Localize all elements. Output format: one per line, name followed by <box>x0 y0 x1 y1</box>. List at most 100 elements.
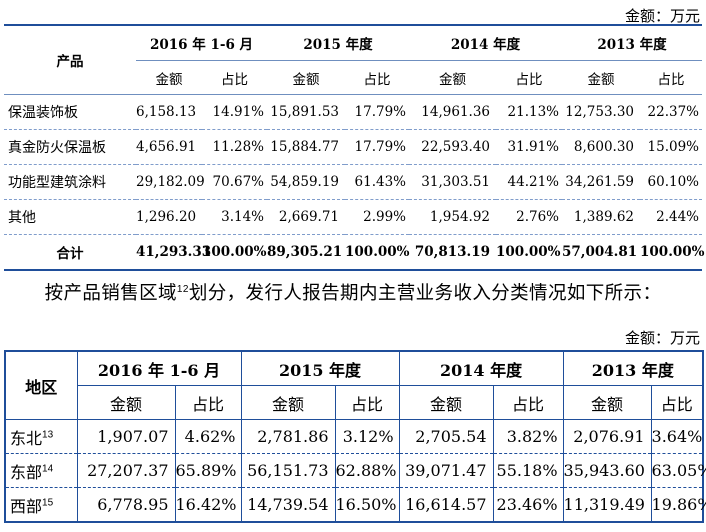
amount-cell: 4,656.91 <box>136 129 202 165</box>
amount-cell: 29,182.09 <box>136 164 205 200</box>
footnote-ref: 15 <box>42 497 54 509</box>
product-name: 保温装饰板 <box>4 94 136 130</box>
amount-cell: 89,305.21 <box>267 234 346 271</box>
ratio-cell: 3.14% <box>202 199 268 235</box>
ratio-cell: 14.91% <box>202 94 268 130</box>
table1-unit: 金额：万元 <box>624 7 700 25</box>
amount-cell: 8,600.30 <box>562 129 641 165</box>
ratio-subheader: 占比 <box>202 60 268 95</box>
amount-cell: 11,319.49 <box>563 487 652 522</box>
amount-subheader: 金额 <box>136 60 202 95</box>
ratio-cell: 100.00% <box>345 234 410 271</box>
ratio-cell: 11.28% <box>202 129 268 165</box>
ratio-subheader: 占比 <box>496 60 563 95</box>
table-row: 东部14 27,207.37 65.89% 56,151.73 62.88% 3… <box>5 453 706 488</box>
amount-cell: 56,151.73 <box>241 453 336 488</box>
amount-cell: 15,884.77 <box>267 129 346 165</box>
ratio-cell: 60.10% <box>640 164 703 200</box>
amount-subheader: 金额 <box>562 60 641 95</box>
ratio-cell: 65.89% <box>175 453 242 488</box>
amount-cell: 41,293.33 <box>136 234 211 271</box>
region-name: 东北13 <box>5 419 78 454</box>
total-row: 合计 41,293.33 100.00% 89,305.21 100.00% 7… <box>4 234 705 271</box>
footnote-ref: 12 <box>176 283 189 295</box>
amount-cell: 27,207.37 <box>77 453 176 488</box>
amount-cell: 70,813.19 <box>409 234 497 271</box>
amount-cell: 12,753.30 <box>562 94 641 130</box>
ratio-cell: 17.79% <box>345 94 410 130</box>
amount-cell: 1,907.07 <box>77 419 176 454</box>
amount-cell: 39,071.47 <box>399 453 494 488</box>
product-name: 真金防火保温板 <box>4 129 136 165</box>
ratio-cell: 100.00% <box>640 234 705 271</box>
ratio-subheader: 占比 <box>175 385 242 420</box>
amount-cell: 54,859.19 <box>267 164 346 200</box>
amount-cell: 34,261.59 <box>562 164 641 200</box>
ratio-cell: 21.13% <box>496 94 563 130</box>
period-header: 2016 年 1-6 月 <box>77 351 242 386</box>
amount-cell: 6,778.95 <box>77 487 176 522</box>
table-row: 保温装饰板 6,158.13 14.91% 15,891.53 17.79% 1… <box>4 94 703 130</box>
ratio-cell: 4.62% <box>175 419 242 454</box>
ratio-cell: 62.88% <box>335 453 400 488</box>
table-row: 东北13 1,907.07 4.62% 2,781.86 3.12% 2,705… <box>5 419 704 454</box>
ratio-cell: 55.18% <box>493 453 564 488</box>
ratio-cell: 16.42% <box>175 487 242 522</box>
footnote-ref: 14 <box>42 463 54 475</box>
ratio-subheader: 占比 <box>335 385 400 420</box>
amount-cell: 57,004.81 <box>562 234 641 271</box>
ratio-subheader: 占比 <box>493 385 564 420</box>
total-label: 合计 <box>4 234 136 271</box>
period-header: 2014 年度 <box>409 24 563 61</box>
ratio-cell: 2.99% <box>345 199 410 235</box>
region-name: 西部15 <box>5 487 78 522</box>
amount-subheader: 金额 <box>399 385 494 420</box>
period-header: 2013 年度 <box>562 24 703 61</box>
ratio-subheader: 占比 <box>345 60 410 95</box>
ratio-cell: 2.76% <box>496 199 563 235</box>
region-label: 西部 <box>10 496 43 516</box>
ratio-cell: 70.67% <box>202 164 268 200</box>
ratio-cell: 2.44% <box>640 199 703 235</box>
paragraph-text-before: 按产品销售区域 <box>44 283 177 304</box>
ratio-cell: 22.37% <box>640 94 703 130</box>
ratio-cell: 15.09% <box>640 129 703 165</box>
region-label: 东部 <box>10 462 43 482</box>
amount-subheader: 金额 <box>267 60 346 95</box>
amount-cell: 6,158.13 <box>136 94 202 130</box>
ratio-cell: 3.82% <box>493 419 564 454</box>
footnote-ref: 13 <box>42 429 54 441</box>
amount-subheader: 金额 <box>241 385 336 420</box>
ratio-cell: 16.50% <box>335 487 400 522</box>
amount-cell: 16,614.57 <box>399 487 494 522</box>
amount-subheader: 金额 <box>409 60 497 95</box>
amount-cell: 22,593.40 <box>409 129 497 165</box>
amount-cell: 14,739.54 <box>241 487 336 522</box>
product-revenue-table: 产品 2016 年 1-6 月 2015 年度 2014 年度 2013 年度 … <box>4 24 705 271</box>
paragraph-text-after: 划分，发行人报告期内主营业务收入分类情况如下所示： <box>188 283 662 304</box>
ratio-cell: 31.91% <box>496 129 563 165</box>
amount-cell: 2,705.54 <box>399 419 494 454</box>
table-row: 功能型建筑涂料 29,182.09 70.67% 54,859.19 61.43… <box>4 164 703 200</box>
period-header: 2015 年度 <box>241 351 400 386</box>
amount-subheader: 金额 <box>77 385 176 420</box>
ratio-cell: 44.21% <box>496 164 563 200</box>
period-header: 2013 年度 <box>563 351 704 386</box>
table-row: 其他 1,296.20 3.14% 2,669.71 2.99% 1,954.9… <box>4 199 703 235</box>
ratio-cell: 3.64% <box>651 419 704 454</box>
ratio-cell: 19.86% <box>651 495 706 514</box>
table-row: 西部15 6,778.95 16.42% 14,739.54 16.50% 16… <box>5 487 706 522</box>
amount-cell: 2,781.86 <box>241 419 336 454</box>
table2-unit: 金额：万元 <box>624 329 700 347</box>
ratio-cell: 100.00% <box>496 234 563 271</box>
amount-cell: 15,891.53 <box>267 94 346 130</box>
amount-cell: 1,389.62 <box>562 199 641 235</box>
ratio-cell: 63.05% <box>651 453 706 488</box>
region-label: 东北 <box>10 428 43 448</box>
ratio-cell: 100.00% <box>202 234 268 271</box>
period-header: 2015 年度 <box>267 24 410 61</box>
amount-cell: 14,961.36 <box>409 94 497 130</box>
product-name: 功能型建筑涂料 <box>4 164 136 200</box>
ratio-cell: 61.43% <box>345 164 410 200</box>
amount-subheader: 金额 <box>563 385 652 420</box>
